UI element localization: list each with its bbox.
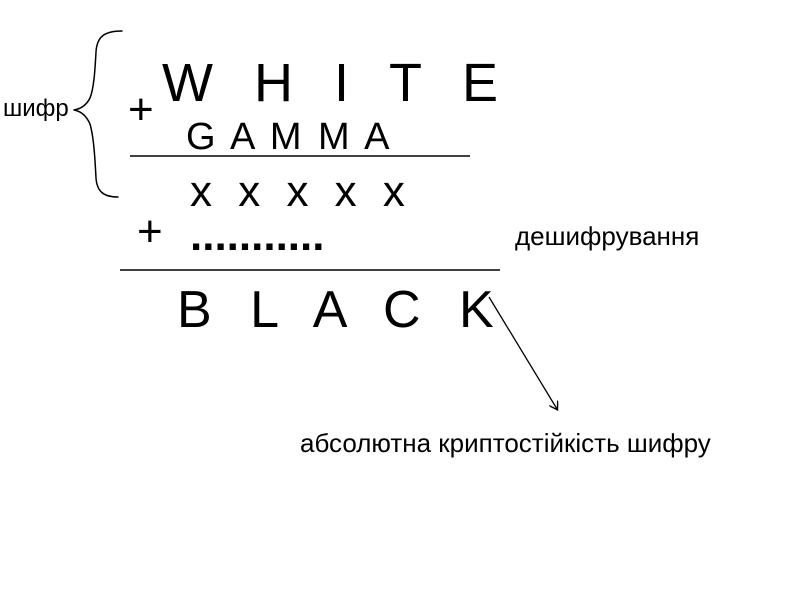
plus-sign-top: +	[128, 85, 154, 134]
plus-sign-bottom: +	[137, 207, 163, 256]
gamma-key: G A M M A	[186, 116, 393, 158]
unknown-key-dots: ...........	[190, 211, 325, 260]
cipher-label: шифр	[3, 95, 69, 122]
absolute-strength-label: абсолютна криптостійкість шифру	[300, 428, 711, 458]
decrypted-black: B L A C K	[177, 281, 506, 339]
cipher-brace	[73, 30, 123, 198]
plaintext-white: W H I T E	[162, 53, 512, 113]
ciphertext-xxxxx: x x x x x	[190, 167, 412, 216]
decryption-label: дешифрування	[515, 221, 700, 251]
